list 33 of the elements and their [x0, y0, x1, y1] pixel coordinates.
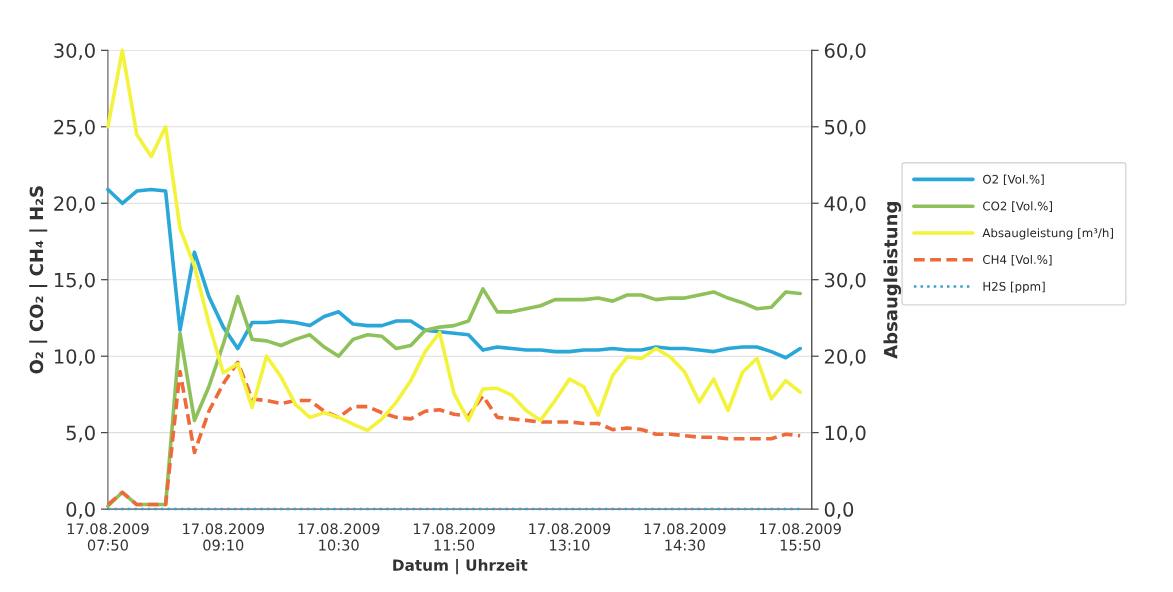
line-series — [106, 48, 802, 433]
x-tick-label: 17.08.2009 09:10 — [183, 523, 265, 551]
x-tick-label: 17.08.2009 10:30 — [298, 523, 380, 551]
y-tick-label: 20,0 — [54, 196, 95, 213]
y2-tick-label: 60,0 — [824, 43, 866, 60]
y-tick-label: 15,0 — [54, 272, 95, 290]
legend-label: CH4 [Vol.%] — [983, 254, 1052, 266]
line-series — [106, 287, 802, 508]
x-axis-title: Datum | Uhrzeit — [393, 559, 528, 575]
legend-label: H2S [ppm] — [983, 281, 1045, 294]
legend-label: O2 [Vol.%] — [983, 174, 1044, 186]
x-tick-label: 17.08.2009 07:50 — [67, 523, 149, 551]
line-series — [106, 187, 802, 360]
y-axis-title: O₂ | CO₂ | CH₄ | H₂S — [29, 186, 48, 374]
x-tick-label: 17.08.2009 15:50 — [760, 523, 841, 551]
legend-label: CO2 [Vol.%] — [983, 201, 1052, 212]
y-tick-label: 5,0 — [66, 425, 95, 443]
x-tick-label: 17.08.2009 11:50 — [413, 523, 495, 551]
y2-tick-label: 10,0 — [825, 425, 866, 443]
y-tick-label: 30,0 — [54, 43, 95, 60]
y2-tick-label: 0,0 — [824, 502, 854, 519]
line-series — [106, 360, 802, 507]
y2-tick-label: 20,0 — [824, 349, 866, 366]
x-tick-label: 17.08.2009 14:30 — [644, 523, 726, 551]
legend-label: Absaugleistung [m³/h] — [982, 228, 1113, 240]
y-tick-label: 0,0 — [66, 502, 95, 519]
x-tick-label: 17.08.2009 13:10 — [529, 523, 611, 551]
y2-axis-title: Absaugleistung — [883, 202, 902, 359]
y2-tick-label: 30,0 — [825, 272, 866, 290]
y2-tick-label: 40,0 — [824, 196, 866, 213]
y2-tick-label: 50,0 — [825, 119, 866, 137]
y-tick-label: 25,0 — [54, 119, 95, 137]
y-tick-label: 10,0 — [54, 349, 95, 366]
